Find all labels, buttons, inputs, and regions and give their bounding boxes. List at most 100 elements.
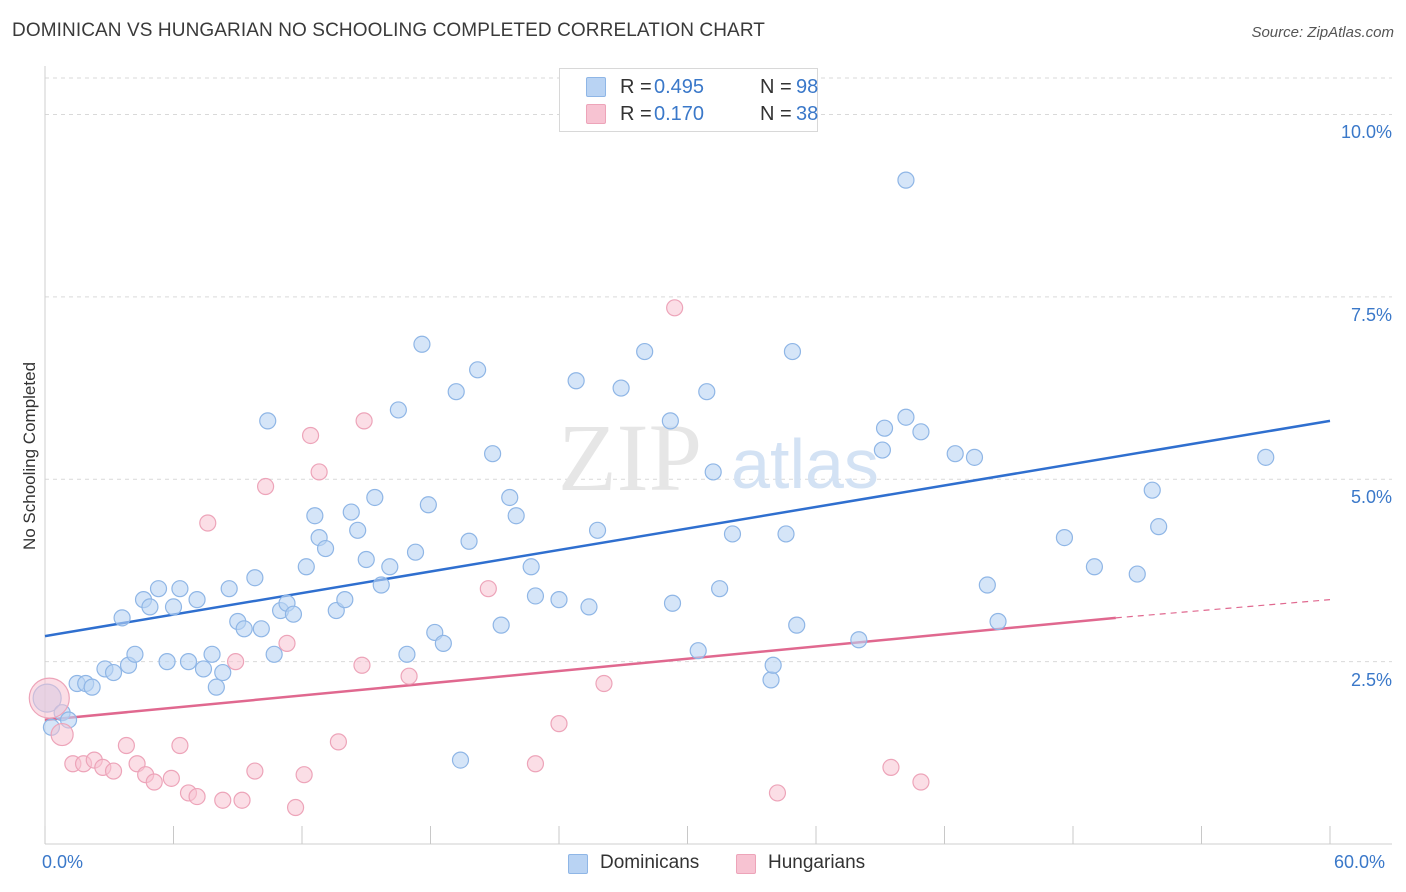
dominicans-point: [372, 576, 390, 594]
watermark-atlas: atlas: [731, 425, 879, 503]
hungarians-point: [295, 766, 313, 784]
hungarians-point: [479, 580, 497, 598]
hungarians-point: [301, 426, 320, 445]
legend-n-label: N =: [760, 75, 792, 98]
dominicans-point: [873, 441, 891, 459]
dominicans-point: [1055, 528, 1074, 547]
axes: [44, 66, 1392, 845]
dominicans-point: [588, 521, 607, 539]
dominicans-point: [965, 448, 984, 466]
hungarians-point: [199, 514, 217, 532]
hungarians-point: [278, 634, 296, 652]
dominicans-point: [1257, 448, 1275, 466]
dominicans-point: [762, 671, 780, 689]
legend-n-label: N =: [760, 102, 792, 125]
dominicans-point: [265, 645, 283, 663]
dominicans-point: [413, 335, 431, 353]
trend-lines: [44, 419, 1331, 722]
dominicans-point: [381, 558, 399, 576]
legend-n-value: 38: [796, 102, 819, 125]
dominicans-point: [126, 645, 144, 663]
dominicans-point: [501, 488, 519, 507]
hungarians-point: [550, 715, 568, 733]
hungarians-point: [310, 463, 328, 481]
dominicans-point: [398, 645, 416, 663]
dominicans-point: [194, 660, 213, 678]
dominicans-point: [171, 580, 189, 598]
dominicans-point: [989, 612, 1007, 631]
dominicans-point: [764, 656, 782, 674]
hungarians-point: [353, 656, 371, 674]
dominicans-point: [788, 616, 806, 634]
dominicans-point: [507, 507, 525, 525]
dominicans-point: [689, 642, 707, 660]
dominicans-point: [203, 645, 221, 663]
dominicans-point: [875, 419, 894, 437]
dominicans-point: [897, 171, 915, 189]
hungarians-point: [145, 773, 163, 791]
dominicans-point: [83, 678, 101, 696]
dominicans-point: [526, 587, 545, 605]
dominicans-point: [214, 663, 232, 682]
source-label: Source: ZipAtlas.com: [1251, 24, 1394, 41]
dominicans-point: [698, 383, 716, 401]
hungarians-trend-extension: [1115, 599, 1331, 619]
watermark: ZIP atlas: [558, 404, 879, 511]
dominicans-point: [235, 620, 253, 638]
hungarians-point: [50, 722, 74, 747]
dominicans-point: [306, 507, 324, 525]
dominicans-point: [188, 591, 206, 609]
hungarians-point: [526, 755, 545, 773]
dominicans-trend-line: [44, 419, 1331, 638]
dominicans-point: [492, 616, 510, 634]
dominicans-point: [220, 580, 238, 598]
correlation-legend: R = 0.495 N = 98 R = 0.170 N = 38: [559, 68, 818, 132]
dominicans-point: [460, 532, 478, 550]
dominicans-point: [484, 445, 502, 463]
dominicans-point: [406, 543, 425, 561]
dominicans-point: [704, 463, 722, 481]
hungarians-point: [227, 653, 245, 671]
hungarians-point: [188, 787, 206, 806]
hungarians-point: [329, 733, 348, 751]
hungarians-point: [233, 791, 251, 809]
hungarians-point: [400, 667, 418, 685]
y-tick-label: 10.0%: [1340, 122, 1392, 143]
hungarians-point: [355, 412, 373, 430]
dominicans-point: [141, 598, 159, 616]
y-axis-label: No Schooling Completed: [20, 361, 39, 551]
dominicans-point: [349, 521, 367, 539]
dominicans-point: [1128, 565, 1146, 583]
dominicans-point: [316, 539, 335, 558]
dominicans-point: [469, 361, 487, 379]
dominicans-point: [522, 558, 540, 576]
grid-lines: [45, 77, 1392, 663]
dominicans-point: [158, 653, 176, 671]
x-tick-label-max: 60.0%: [1334, 852, 1386, 872]
dominicans-point: [434, 634, 452, 652]
dominicans-point: [783, 342, 802, 361]
dominicans-point: [252, 620, 270, 638]
hungarians-point: [171, 736, 189, 755]
dominicans-point: [259, 412, 277, 430]
dominicans-point: [389, 401, 407, 419]
dominicans-point: [164, 598, 183, 616]
dominicans-point: [297, 558, 315, 576]
dominicans-point: [661, 412, 679, 430]
hungarians-points: [28, 299, 930, 817]
dominicans-point: [207, 678, 225, 696]
dominicans-point: [1085, 558, 1104, 576]
legend-r-value: 0.495: [654, 75, 705, 98]
bottom-legend-label: Dominicans: [600, 852, 700, 873]
hungarians-point: [882, 758, 900, 777]
x-tick-label-min: 0.0%: [42, 852, 84, 872]
dominicans-point: [357, 550, 375, 569]
bottom-legend-label: Hungarians: [768, 852, 866, 873]
dominicans-point: [711, 580, 729, 598]
dominicans-point: [636, 342, 654, 361]
hungarians-point: [912, 773, 930, 791]
dominicans-point: [149, 580, 168, 598]
dominicans-point: [179, 653, 198, 671]
y-tick-label: 7.5%: [1350, 304, 1392, 325]
